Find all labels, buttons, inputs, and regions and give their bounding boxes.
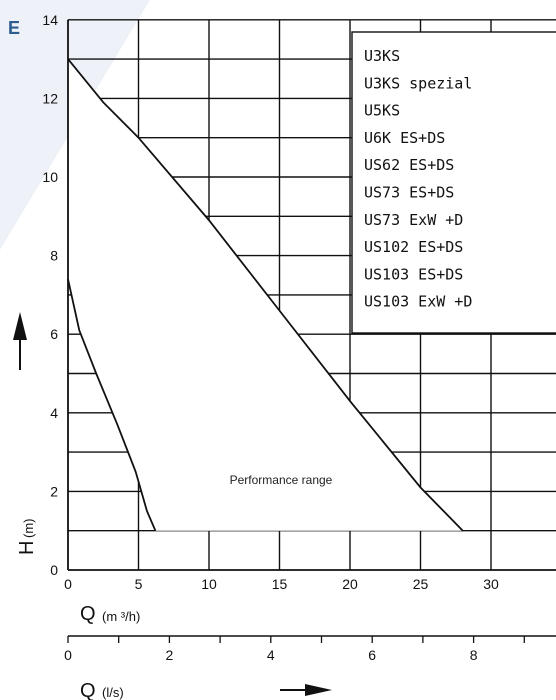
upper-boundary-curve <box>67 58 464 532</box>
x2-tick-label: 8 <box>470 647 478 663</box>
x-tick-label: 15 <box>272 576 288 592</box>
x-tick-label: 30 <box>483 576 499 592</box>
y-tick-label: 0 <box>50 562 58 578</box>
performance-range-area <box>68 59 463 531</box>
y-tick-label: 10 <box>42 169 58 185</box>
x2-tick-label: 0 <box>64 647 72 663</box>
x2-tick-label: 2 <box>166 647 174 663</box>
x2-axis-unit: (l/s) <box>102 685 124 700</box>
y-axis-label: H <box>16 541 38 555</box>
axes: 0 2 4 6 8 10 12 14 0 5 10 15 20 25 30 0 2 4 6 8 <box>42 12 556 663</box>
performance-range-label: Performance range <box>230 473 333 487</box>
legend-item: U3KS spezial <box>364 74 472 92</box>
y-tick-label: 12 <box>42 90 58 106</box>
x2-axis-label: Q <box>80 680 96 700</box>
x-tick-label: 10 <box>201 576 217 592</box>
x2-tick-label: 6 <box>368 647 376 663</box>
legend-item: US103 ExW +D <box>364 293 472 311</box>
legend: U3KS U3KS spezial U5KS U6K ES+DS US62 ES+DS U… <box>351 31 556 334</box>
legend-item: US102 ES+DS <box>364 238 463 256</box>
legend-item: U5KS <box>364 102 400 120</box>
y-axis-unit: (m) <box>21 519 36 539</box>
x2-tick-label: 4 <box>267 647 275 663</box>
legend-item: U6K ES+DS <box>364 129 445 147</box>
corner-mark: E <box>8 18 21 38</box>
y-direction-arrow <box>13 312 27 370</box>
x-axis-unit: (m ³/h) <box>102 609 140 624</box>
plot-area <box>67 58 464 532</box>
y-tick-label: 8 <box>50 248 58 264</box>
legend-item: US103 ES+DS <box>364 265 463 283</box>
legend-box <box>351 31 556 334</box>
y-tick-label: 6 <box>50 326 58 342</box>
x-tick-label: 5 <box>135 576 143 592</box>
legend-item: US62 ES+DS <box>364 156 454 174</box>
x-tick-label: 20 <box>342 576 358 592</box>
lower-boundary-curve <box>67 278 157 532</box>
legend-item: U3KS <box>364 47 400 65</box>
x-tick-label: 0 <box>64 576 72 592</box>
legend-item: US73 ES+DS <box>364 184 454 202</box>
x-tick-label: 25 <box>413 576 429 592</box>
x-direction-arrow <box>280 684 332 696</box>
legend-item: US73 ExW +D <box>364 211 463 229</box>
x-axis-label: Q <box>80 603 96 625</box>
y-tick-label: 4 <box>50 405 58 421</box>
y-tick-label: 2 <box>50 483 58 499</box>
y-tick-label: 14 <box>42 12 58 28</box>
